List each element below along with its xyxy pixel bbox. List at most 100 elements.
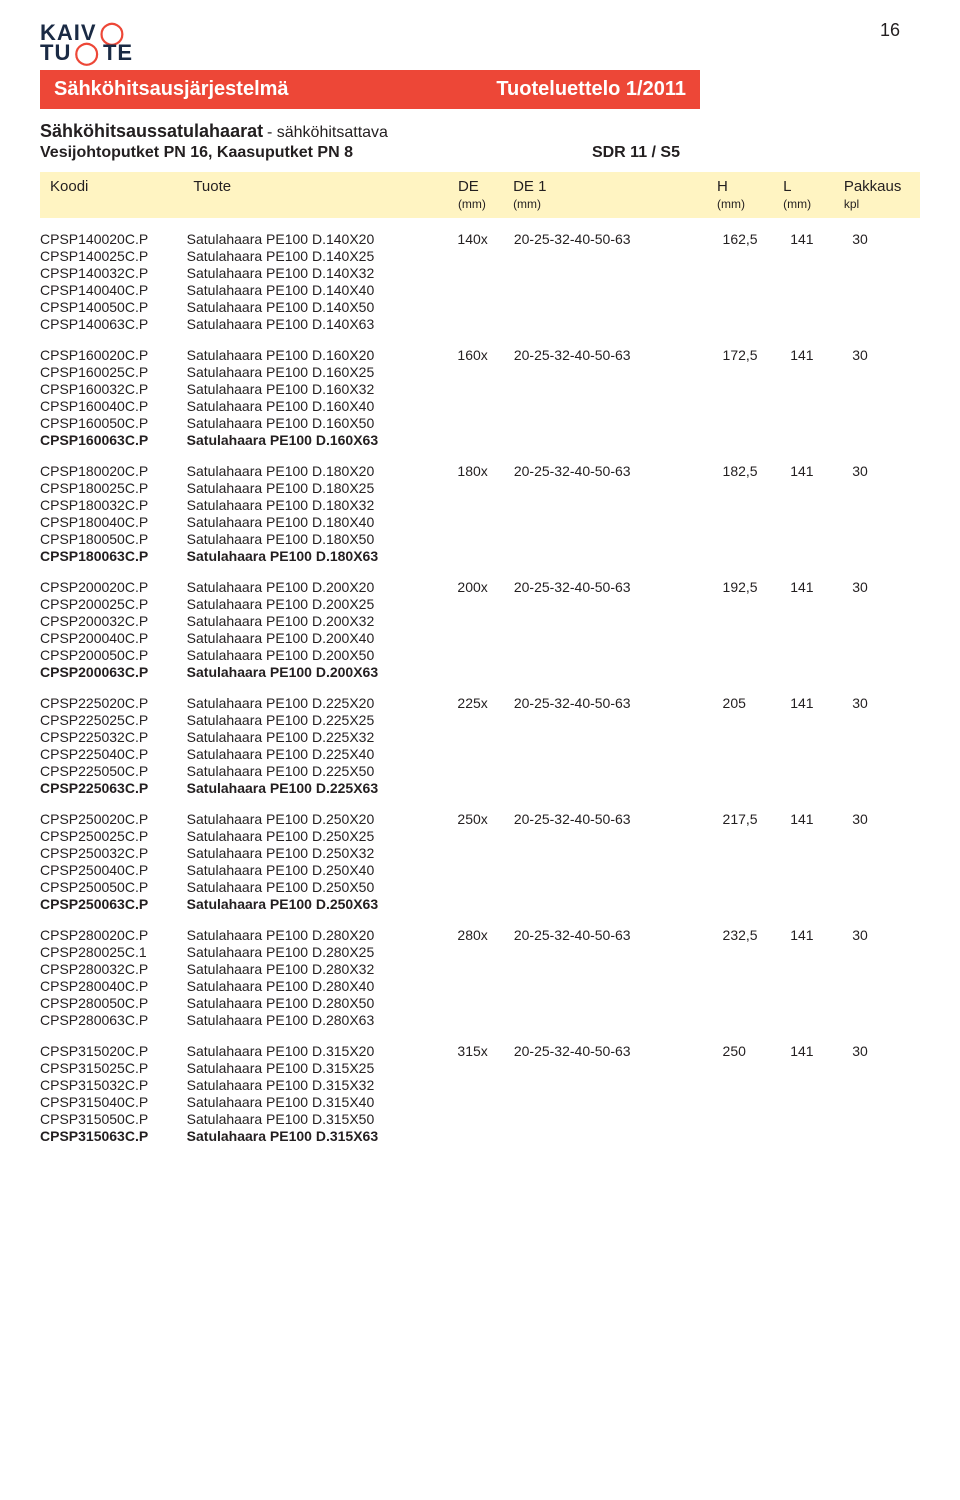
- cell-de: [457, 397, 513, 414]
- product-table: CPSP315020C.PSatulahaara PE100 D.315X203…: [40, 1042, 920, 1144]
- cell-l: [790, 827, 852, 844]
- column-header-box: Koodi Tuote DE(mm) DE 1(mm) H(mm) L(mm) …: [40, 172, 920, 218]
- cell-de: [457, 977, 513, 994]
- cell-pak: 30: [852, 1042, 920, 1059]
- table-row: CPSP140032C.PSatulahaara PE100 D.140X32: [40, 264, 920, 281]
- cell-pak: [852, 414, 920, 431]
- cell-l: [790, 779, 852, 796]
- cell-tuote: Satulahaara PE100 D.250X32: [187, 844, 458, 861]
- table-row: CPSP140020C.PSatulahaara PE100 D.140X201…: [40, 230, 920, 247]
- cell-h: [723, 762, 791, 779]
- cell-pak: [852, 1076, 920, 1093]
- table-row: CPSP250025C.PSatulahaara PE100 D.250X25: [40, 827, 920, 844]
- cell-de1: [514, 1059, 723, 1076]
- cell-de1: [514, 960, 723, 977]
- cell-l: [790, 1011, 852, 1028]
- cell-pak: 30: [852, 230, 920, 247]
- cell-de1: [514, 646, 723, 663]
- cell-tuote: Satulahaara PE100 D.140X40: [187, 281, 458, 298]
- cell-pak: [852, 711, 920, 728]
- cell-pak: 30: [852, 578, 920, 595]
- cell-pak: [852, 1127, 920, 1144]
- cell-l: [790, 728, 852, 745]
- cell-de: [457, 629, 513, 646]
- cell-de1: [514, 943, 723, 960]
- cell-pak: [852, 943, 920, 960]
- cell-h: 192,5: [723, 578, 791, 595]
- cell-h: [723, 431, 791, 448]
- cell-de: [457, 827, 513, 844]
- cell-l: [790, 1093, 852, 1110]
- cell-l: [790, 397, 852, 414]
- cell-h: [723, 977, 791, 994]
- cell-koodi: CPSP250063C.P: [40, 895, 187, 912]
- table-row: CPSP160050C.PSatulahaara PE100 D.160X50: [40, 414, 920, 431]
- cell-de1: 20-25-32-40-50-63: [514, 578, 723, 595]
- col-l-sub: (mm): [783, 197, 811, 211]
- cell-de1: [514, 414, 723, 431]
- col-l: L: [783, 178, 791, 195]
- cell-de1: [514, 397, 723, 414]
- cell-koodi: CPSP225063C.P: [40, 779, 187, 796]
- cell-tuote: Satulahaara PE100 D.225X20: [187, 694, 458, 711]
- cell-de1: [514, 1093, 723, 1110]
- cell-de1: [514, 547, 723, 564]
- col-de-sub: (mm): [458, 197, 486, 211]
- cell-tuote: Satulahaara PE100 D.250X63: [187, 895, 458, 912]
- table-row: CPSP180063C.PSatulahaara PE100 D.180X63: [40, 547, 920, 564]
- cell-l: 141: [790, 694, 852, 711]
- cell-de1: [514, 779, 723, 796]
- cell-de1: [514, 612, 723, 629]
- cell-h: 172,5: [723, 346, 791, 363]
- cell-koodi: CPSP200040C.P: [40, 629, 187, 646]
- cell-pak: [852, 281, 920, 298]
- cell-tuote: Satulahaara PE100 D.140X32: [187, 264, 458, 281]
- cell-koodi: CPSP315025C.P: [40, 1059, 187, 1076]
- col-pak-sub: kpl: [844, 197, 859, 211]
- col-de: DE: [458, 178, 479, 195]
- cell-pak: [852, 363, 920, 380]
- cell-pak: [852, 530, 920, 547]
- cell-de: 225x: [457, 694, 513, 711]
- cell-koodi: CPSP250032C.P: [40, 844, 187, 861]
- cell-de1: [514, 629, 723, 646]
- cell-h: [723, 861, 791, 878]
- table-row: CPSP140063C.PSatulahaara PE100 D.140X63: [40, 315, 920, 332]
- col-tuote: Tuote: [193, 178, 458, 212]
- cell-de: 140x: [457, 230, 513, 247]
- cell-de1: [514, 1011, 723, 1028]
- cell-tuote: Satulahaara PE100 D.140X25: [187, 247, 458, 264]
- cell-de1: 20-25-32-40-50-63: [514, 694, 723, 711]
- cell-tuote: Satulahaara PE100 D.280X50: [187, 994, 458, 1011]
- cell-pak: [852, 827, 920, 844]
- cell-tuote: Satulahaara PE100 D.315X40: [187, 1093, 458, 1110]
- col-koodi: Koodi: [50, 178, 193, 212]
- cell-tuote: Satulahaara PE100 D.225X63: [187, 779, 458, 796]
- cell-de: [457, 1110, 513, 1127]
- cell-de1: 20-25-32-40-50-63: [514, 462, 723, 479]
- product-group: CPSP140020C.PSatulahaara PE100 D.140X201…: [40, 230, 920, 332]
- cell-de1: [514, 861, 723, 878]
- product-group: CPSP250020C.PSatulahaara PE100 D.250X202…: [40, 810, 920, 912]
- cell-de1: [514, 264, 723, 281]
- table-row: CPSP180040C.PSatulahaara PE100 D.180X40: [40, 513, 920, 530]
- cell-l: 141: [790, 926, 852, 943]
- cell-de: [457, 315, 513, 332]
- cell-de: 180x: [457, 462, 513, 479]
- cell-pak: 30: [852, 462, 920, 479]
- cell-de1: [514, 380, 723, 397]
- cell-de: [457, 960, 513, 977]
- cell-de: [457, 994, 513, 1011]
- cell-h: [723, 745, 791, 762]
- cell-l: 141: [790, 346, 852, 363]
- cell-koodi: CPSP225050C.P: [40, 762, 187, 779]
- cell-de1: [514, 762, 723, 779]
- cell-l: [790, 1110, 852, 1127]
- table-row: CPSP140050C.PSatulahaara PE100 D.140X50: [40, 298, 920, 315]
- cell-h: [723, 844, 791, 861]
- cell-de1: [514, 431, 723, 448]
- cell-l: [790, 762, 852, 779]
- cell-pak: [852, 496, 920, 513]
- cell-de1: 20-25-32-40-50-63: [514, 1042, 723, 1059]
- cell-tuote: Satulahaara PE100 D.315X50: [187, 1110, 458, 1127]
